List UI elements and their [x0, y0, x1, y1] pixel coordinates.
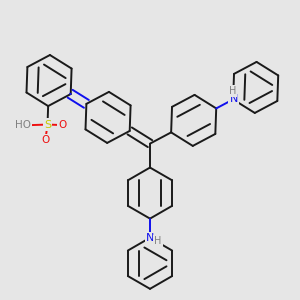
Text: HO: HO: [15, 120, 31, 130]
Text: N: N: [230, 94, 238, 104]
Text: H: H: [154, 236, 161, 246]
Text: N: N: [146, 233, 154, 243]
Text: S: S: [44, 119, 51, 130]
Text: O: O: [59, 120, 67, 130]
Text: H: H: [229, 86, 236, 96]
Text: O: O: [41, 135, 50, 145]
